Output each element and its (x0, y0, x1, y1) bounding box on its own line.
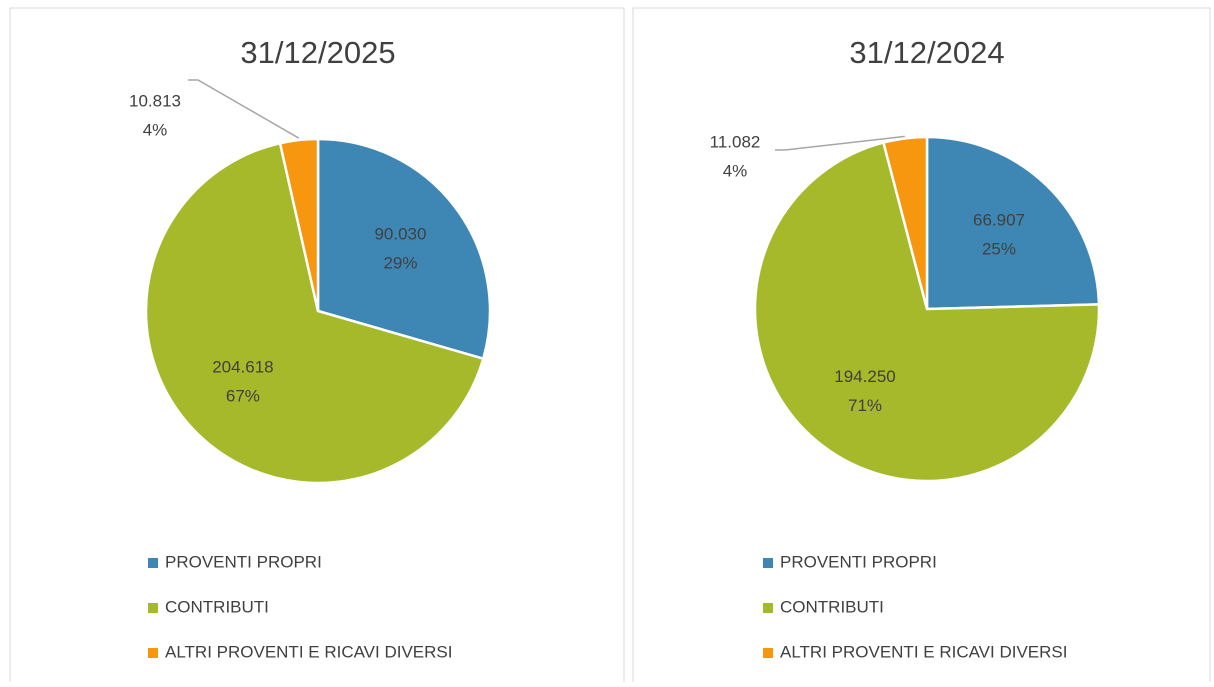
leader-line (775, 135, 905, 151)
pie-slice (881, 135, 929, 310)
legend-swatch (763, 603, 773, 613)
legend-label: ALTRI PROVENTI E RICAVI DIVERSI (165, 642, 452, 661)
data-label: 10.813 (129, 91, 181, 110)
percent-label: 4% (723, 161, 748, 180)
pie-slice (278, 137, 320, 312)
percent-label: 67% (226, 386, 260, 405)
legend-swatch (148, 648, 158, 658)
data-label: 194.250 (834, 367, 895, 386)
percent-label: 4% (143, 120, 168, 139)
data-label: 204.618 (212, 357, 273, 376)
panel-border (632, 7, 1211, 687)
legend-label: ALTRI PROVENTI E RICAVI DIVERSI (780, 642, 1067, 661)
percent-label: 71% (848, 396, 882, 415)
pie-slice (316, 137, 492, 361)
leader-line (188, 79, 300, 139)
legend-swatch (148, 603, 158, 613)
percent-label: 25% (982, 240, 1016, 259)
pie-slice (925, 135, 1101, 311)
legend-swatch (763, 558, 773, 568)
legend-label: PROVENTI PROPRI (165, 552, 322, 571)
panel-border (9, 7, 625, 687)
percent-label: 29% (383, 253, 417, 272)
legend-swatch (148, 558, 158, 568)
pie-slice (144, 141, 485, 485)
pie-slice (753, 141, 1101, 483)
data-label: 11.082 (710, 132, 761, 151)
data-label: 66.907 (973, 211, 1025, 230)
chart-title: 31/12/2024 (849, 35, 1004, 70)
legend-swatch (763, 648, 773, 658)
chart-title: 31/12/2025 (240, 35, 395, 70)
legend-label: CONTRIBUTI (165, 597, 269, 616)
data-label: 90.030 (374, 224, 426, 243)
legend-label: PROVENTI PROPRI (780, 552, 937, 571)
legend-label: CONTRIBUTI (780, 597, 884, 616)
